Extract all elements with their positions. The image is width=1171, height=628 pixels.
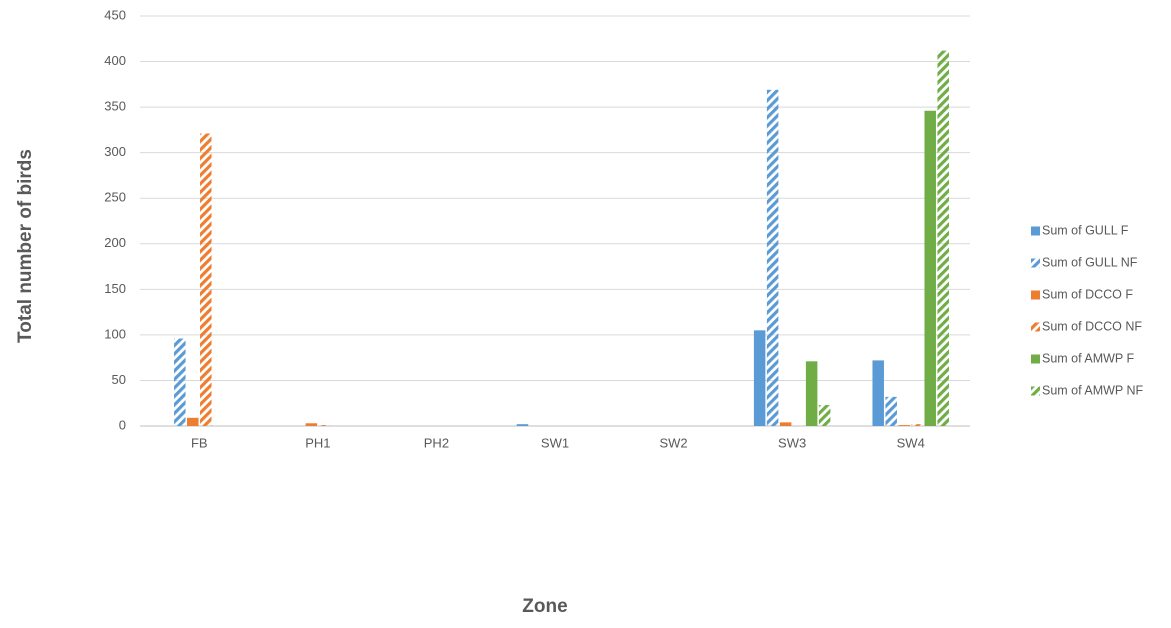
legend-swatch (1031, 354, 1040, 364)
bar (200, 133, 212, 427)
y-tick-label: 50 (112, 372, 126, 387)
bar (318, 425, 331, 426)
bar (174, 338, 186, 426)
legend-label: Sum of DCCO NF (1042, 319, 1142, 333)
bar (937, 50, 949, 426)
y-tick-label: 350 (104, 99, 126, 114)
y-tick-label: 200 (104, 235, 126, 250)
y-tick-label: 150 (104, 281, 126, 296)
y-tick-label: 0 (119, 417, 126, 432)
legend-label: Sum of AMWP NF (1042, 383, 1144, 397)
legend-swatch (1031, 226, 1040, 236)
legend-label: Sum of GULL NF (1042, 255, 1138, 269)
y-tick-label: 400 (104, 53, 126, 68)
x-tick-label: SW1 (541, 435, 569, 450)
bar (305, 423, 318, 426)
x-tick-label: SW4 (897, 435, 925, 450)
y-tick-label: 250 (104, 190, 126, 205)
y-tick-label: 300 (104, 144, 126, 159)
bar (779, 422, 792, 426)
legend-label: Sum of DCCO F (1042, 287, 1133, 301)
bar (766, 89, 779, 427)
x-tick-label: SW2 (659, 435, 687, 450)
bar (911, 424, 923, 426)
legend-swatch (1031, 322, 1040, 332)
bar (818, 405, 831, 426)
y-tick-label: 100 (104, 326, 126, 341)
x-tick-label: FB (191, 435, 208, 450)
bar (885, 396, 897, 426)
bar (187, 417, 199, 426)
legend-label: Sum of GULL F (1042, 223, 1129, 237)
y-axis-title: Total number of birds (15, 149, 36, 343)
y-tick-label: 450 (104, 7, 126, 22)
bar (805, 361, 818, 426)
legend-swatch (1031, 290, 1040, 300)
bar (516, 424, 529, 426)
bar (872, 360, 884, 426)
bar (924, 110, 936, 426)
legend-swatch (1031, 258, 1040, 268)
bar (753, 330, 766, 426)
legend-label: Sum of AMWP F (1042, 351, 1135, 365)
x-tick-label: PH2 (424, 435, 449, 450)
x-axis-title: Zone (522, 596, 567, 617)
x-tick-label: PH1 (305, 435, 330, 450)
bar (898, 425, 910, 426)
legend-swatch (1031, 386, 1040, 396)
x-tick-label: SW3 (778, 435, 806, 450)
